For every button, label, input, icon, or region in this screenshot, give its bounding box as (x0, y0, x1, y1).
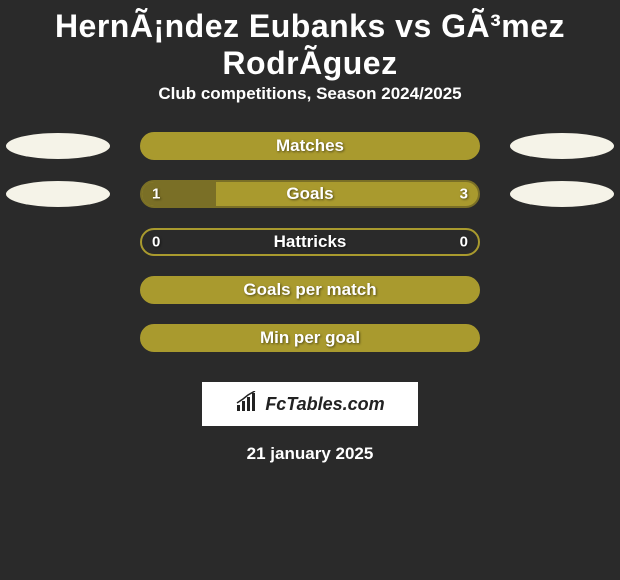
stat-bar: 0Hattricks0 (140, 228, 480, 256)
stat-row: Goals per match (10, 276, 610, 304)
stat-row: 0Hattricks0 (10, 228, 610, 256)
stat-row: Min per goal (10, 324, 610, 352)
page-subtitle: Club competitions, Season 2024/2025 (10, 84, 610, 104)
left-ellipse (6, 133, 110, 159)
stat-label: Hattricks (142, 232, 478, 252)
comparison-card: HernÃ¡ndez Eubanks vs GÃ³mez RodrÃ­guez … (0, 0, 620, 464)
stat-label: Matches (142, 136, 478, 156)
stats-rows: Matches 1Goals3 0Hattricks0 Goals per match… (10, 132, 610, 352)
stat-bar: Goals per match (140, 276, 480, 304)
date-label: 21 january 2025 (10, 444, 610, 464)
stat-row: Matches (10, 132, 610, 160)
page-title: HernÃ¡ndez Eubanks vs GÃ³mez RodrÃ­guez (10, 0, 610, 84)
brand-box[interactable]: FcTables.com (202, 382, 418, 426)
left-ellipse (6, 181, 110, 207)
stat-label: Goals (142, 184, 478, 204)
stat-bar: Min per goal (140, 324, 480, 352)
stat-value-right: 0 (460, 234, 468, 251)
right-ellipse (510, 181, 614, 207)
stat-bar: Matches (140, 132, 480, 160)
stat-label: Goals per match (142, 280, 478, 300)
brand-name: FcTables.com (265, 394, 384, 415)
chart-icon (235, 391, 261, 418)
stat-value-right: 3 (460, 186, 468, 203)
stat-label: Min per goal (142, 328, 478, 348)
right-ellipse (510, 133, 614, 159)
stat-bar: 1Goals3 (140, 180, 480, 208)
stat-row: 1Goals3 (10, 180, 610, 208)
